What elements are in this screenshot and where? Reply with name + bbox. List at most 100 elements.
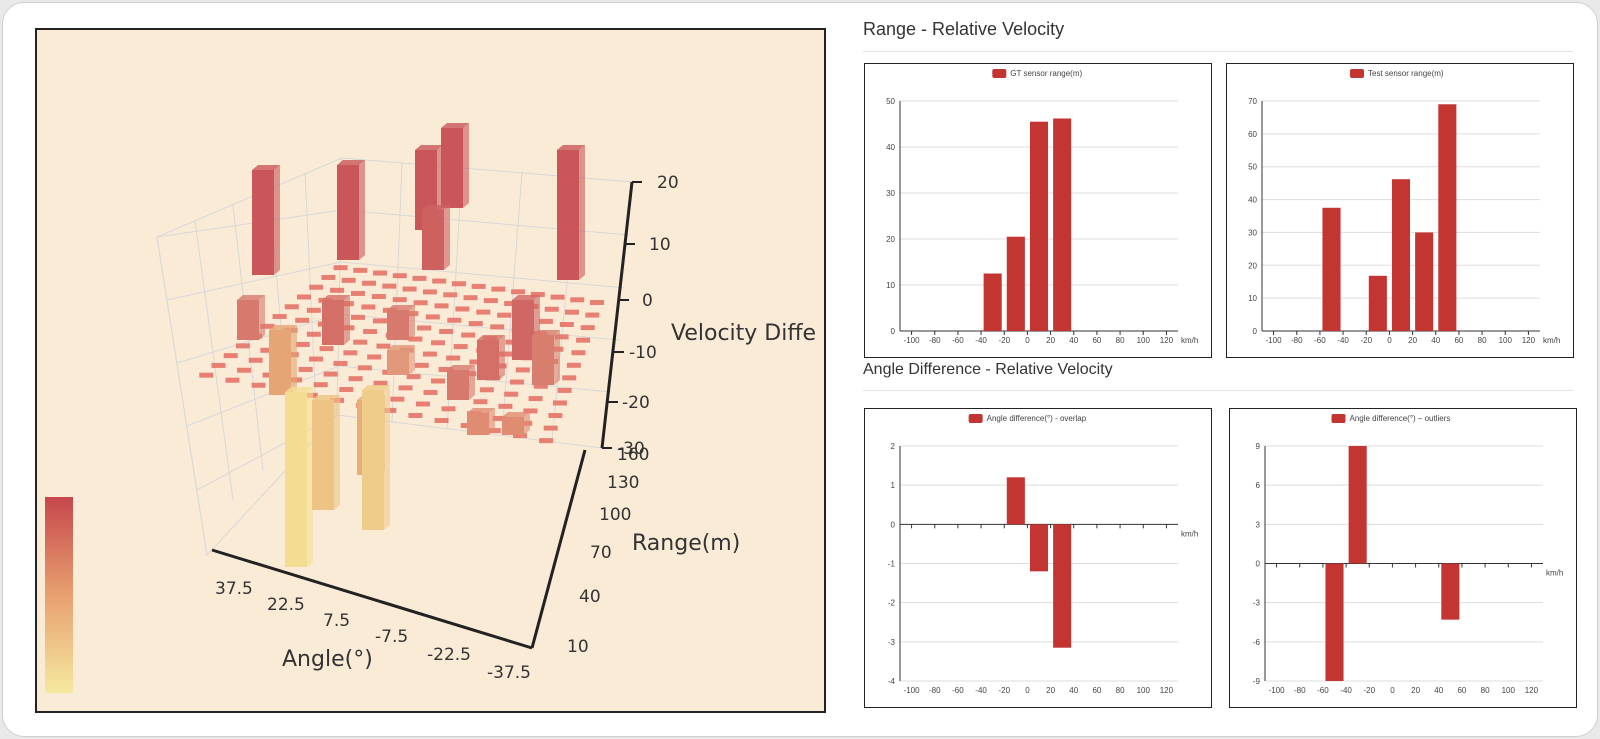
x-tick-label: 80 bbox=[1481, 686, 1490, 695]
legend-swatch[interactable] bbox=[1350, 69, 1364, 78]
floor-tile bbox=[362, 280, 377, 286]
floor-tile bbox=[431, 378, 446, 384]
floor-tile bbox=[295, 317, 310, 323]
floor-tile bbox=[350, 290, 365, 296]
bar[interactable] bbox=[1391, 179, 1411, 331]
bar-3d-front bbox=[467, 413, 489, 435]
x-tick-label: -22.5 bbox=[427, 645, 471, 665]
x-tick-label: 60 bbox=[1457, 686, 1466, 695]
bar-3d-front bbox=[337, 165, 359, 260]
bar-3d bbox=[312, 395, 340, 510]
floor-tile bbox=[361, 304, 376, 310]
axes-3d bbox=[211, 181, 634, 650]
bar-3d-front bbox=[362, 390, 384, 530]
z-tick-label: 0 bbox=[642, 291, 653, 311]
floor-tile bbox=[422, 289, 437, 295]
floor-tile bbox=[431, 340, 446, 346]
bar-3d-top bbox=[322, 295, 350, 300]
z-tick-label: -30 bbox=[617, 439, 645, 459]
legend-swatch[interactable] bbox=[992, 69, 1007, 78]
floor-tile bbox=[548, 413, 563, 419]
y-tick-label: 10 bbox=[1248, 294, 1257, 303]
bar-3d bbox=[512, 295, 540, 360]
bar-3d-front bbox=[557, 150, 579, 280]
floor-tile bbox=[585, 312, 600, 318]
legend-label: Angle difference(°) – outliers bbox=[1350, 414, 1451, 423]
y-tick-label: 50 bbox=[886, 97, 895, 106]
bar-3d-front bbox=[252, 170, 274, 275]
floor-tile bbox=[353, 339, 368, 345]
bar[interactable] bbox=[1053, 524, 1072, 648]
gt-range-chart[interactable]: GT sensor range(m) 0 10 20 30 40 50 -100 -80 -60 -… bbox=[864, 63, 1212, 358]
bar[interactable] bbox=[1348, 446, 1367, 564]
bar[interactable] bbox=[1438, 104, 1457, 332]
bar3d-chart[interactable]: 20 10 0 -10 -20 -30 Velocity Diffe 160 1… bbox=[35, 28, 826, 713]
x-tick-label: -60 bbox=[1317, 686, 1329, 695]
bar[interactable] bbox=[1029, 524, 1049, 572]
floor-tile bbox=[353, 267, 368, 273]
bar[interactable] bbox=[1441, 563, 1460, 620]
bar[interactable] bbox=[1368, 275, 1387, 331]
floor-tile bbox=[417, 325, 432, 331]
x-tick-label: 60 bbox=[1092, 336, 1101, 345]
overlap-chart[interactable]: Angle difference(°) - overlap -4 -3 -2 -1 0 1 2… bbox=[864, 408, 1212, 708]
legend-swatch[interactable] bbox=[1331, 414, 1346, 423]
bar[interactable] bbox=[1006, 477, 1025, 525]
bar-3d bbox=[441, 123, 469, 208]
outliers-chart[interactable]: Angle difference(°) – outliers -9 -6 -3 0 3 6 9… bbox=[1229, 408, 1577, 708]
y-tick-label: 40 bbox=[886, 143, 895, 152]
floor-tile bbox=[446, 355, 461, 361]
bar[interactable] bbox=[1322, 207, 1341, 331]
bar[interactable] bbox=[1029, 121, 1049, 331]
bar3d-svg[interactable]: 20 10 0 -10 -20 -30 Velocity Diffe 160 1… bbox=[37, 30, 826, 713]
bar[interactable] bbox=[983, 273, 1002, 332]
floor-tile bbox=[223, 353, 238, 359]
y-axis-label: Range(m) bbox=[632, 531, 740, 556]
y-tick-label: 130 bbox=[607, 473, 639, 493]
floor-tile bbox=[319, 346, 334, 352]
bar-3d bbox=[269, 325, 297, 395]
bar-3d bbox=[362, 385, 390, 530]
y-tick-label: 160 bbox=[617, 445, 649, 465]
floor-tile bbox=[576, 337, 591, 343]
floor-tile bbox=[373, 380, 388, 386]
bar[interactable] bbox=[1325, 563, 1344, 682]
legend-label: Angle difference(°) - overlap bbox=[987, 414, 1087, 423]
bar[interactable] bbox=[1053, 118, 1072, 331]
x-tick-label: 40 bbox=[1069, 336, 1078, 345]
floor-tile bbox=[511, 289, 526, 295]
x-tick-label: 120 bbox=[1160, 336, 1174, 345]
x-tick-label: -20 bbox=[1360, 336, 1372, 345]
y-tick-label: -6 bbox=[1253, 638, 1261, 647]
y-tick-label: -1 bbox=[888, 560, 896, 569]
x-tick-label: 60 bbox=[1092, 686, 1101, 695]
visual-map-gradient[interactable] bbox=[45, 497, 73, 693]
bar-3d-top bbox=[532, 330, 560, 335]
bar-3d-top bbox=[477, 335, 505, 340]
section-divider bbox=[863, 390, 1573, 391]
x-tick-label: 80 bbox=[1116, 686, 1125, 695]
bar-3d-front bbox=[532, 335, 554, 385]
bar-3d-side bbox=[291, 325, 297, 395]
legend-label: GT sensor range(m) bbox=[1010, 69, 1082, 78]
floor-tile bbox=[441, 406, 456, 412]
bar[interactable] bbox=[1415, 232, 1434, 331]
outliers-svg: Angle difference(°) – outliers -9 -6 -3 0 3 6 9… bbox=[1253, 414, 1563, 695]
legend-swatch[interactable] bbox=[968, 414, 983, 423]
floor-tile bbox=[468, 321, 483, 327]
bar-3d-top bbox=[387, 345, 415, 350]
bar[interactable] bbox=[1006, 236, 1025, 331]
floor-tile bbox=[363, 329, 378, 335]
x-tick-label: 20 bbox=[1046, 336, 1055, 345]
bar-3d-top bbox=[502, 412, 530, 417]
bar-3d-side bbox=[384, 385, 390, 530]
z-tick-label: -20 bbox=[622, 393, 650, 413]
floor-tile bbox=[330, 287, 345, 293]
floor-tile bbox=[539, 438, 554, 444]
bar-3d-side bbox=[463, 123, 469, 208]
floor-tile bbox=[443, 292, 458, 298]
floor-tile bbox=[333, 265, 348, 271]
test-range-chart[interactable]: Test sensor range(m) 0 10 20 30 40 50 60 70 -100-… bbox=[1226, 63, 1574, 358]
floor-tile bbox=[235, 343, 250, 349]
x-tick-label: 100 bbox=[1137, 336, 1151, 345]
